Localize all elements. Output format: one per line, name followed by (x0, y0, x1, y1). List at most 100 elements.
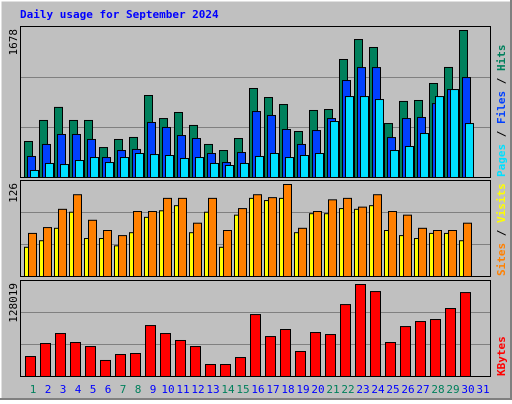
bar (223, 230, 232, 277)
bar (88, 219, 97, 277)
bar (358, 206, 367, 277)
bar (205, 363, 216, 378)
bar (180, 157, 189, 178)
bar (195, 157, 204, 178)
bar (315, 152, 324, 179)
bar (150, 154, 159, 178)
bar (175, 339, 186, 378)
x-tick-label: 2 (45, 383, 52, 396)
bar (385, 342, 396, 378)
bar (330, 121, 339, 178)
bar (130, 353, 141, 378)
bar (105, 162, 114, 179)
x-tick-label: 21 (326, 383, 339, 396)
bar (115, 354, 126, 378)
legend: KBytes (495, 336, 508, 376)
bar (148, 211, 157, 277)
bar (133, 211, 142, 277)
x-tick-label: 20 (311, 383, 324, 396)
bar (403, 214, 412, 278)
legend-separator: / (495, 124, 508, 144)
bar (220, 363, 231, 378)
bar (75, 160, 84, 178)
x-tick-label: 6 (105, 383, 112, 396)
chart-title: Daily usage for September 2024 (20, 8, 219, 21)
bar (135, 152, 144, 179)
x-tick-label: 4 (75, 383, 82, 396)
bar (40, 343, 51, 378)
x-tick-label: 25 (386, 383, 399, 396)
bar (420, 133, 429, 178)
bar (100, 359, 111, 377)
bar (60, 164, 69, 178)
bar (360, 96, 369, 178)
bar (225, 164, 234, 179)
x-tick-label: 10 (161, 383, 174, 396)
x-tick-label: 7 (120, 383, 127, 396)
bar (450, 89, 459, 178)
bar (43, 227, 52, 277)
legend-entry: Pages (495, 144, 508, 177)
bar (85, 346, 96, 377)
bar (28, 232, 37, 278)
bar (390, 150, 399, 179)
bar (45, 162, 54, 178)
bar (325, 334, 336, 377)
legend: Sites / Visits (495, 183, 508, 276)
legend-separator: / (495, 71, 508, 91)
bar (178, 197, 187, 277)
legend: Pages / Files / Hits (495, 45, 508, 178)
bar (73, 194, 82, 278)
bar (433, 230, 442, 277)
bar (190, 346, 201, 377)
x-tick-label: 14 (221, 383, 235, 396)
bar (445, 308, 456, 377)
legend-entry: Hits (495, 45, 508, 72)
legend-entry: Visits (495, 183, 508, 223)
x-tick-label: 3 (60, 383, 67, 396)
legend-entry: KBytes (495, 336, 508, 376)
bar (253, 194, 262, 278)
x-tick-label: 18 (281, 383, 294, 396)
bar (265, 336, 276, 377)
legend-entry: Sites (495, 243, 508, 276)
bar (280, 329, 291, 378)
x-tick-label: 13 (206, 383, 219, 396)
bar (295, 350, 306, 377)
x-tick-label: 29 (446, 383, 459, 396)
x-tick-label: 15 (236, 383, 249, 396)
bar (463, 222, 472, 277)
x-tick-label: 31 (476, 383, 489, 396)
bar (240, 162, 249, 178)
x-tick-label: 17 (266, 383, 279, 396)
y-max-label: 126 (7, 183, 20, 203)
x-tick-label: 12 (191, 383, 204, 396)
x-tick-label: 23 (356, 383, 369, 396)
bar (235, 357, 246, 377)
bar (375, 99, 384, 178)
x-tick-label: 24 (371, 383, 385, 396)
bar (340, 304, 351, 378)
bar (285, 157, 294, 178)
y-max-label: 1678 (7, 29, 20, 56)
bar (208, 197, 217, 277)
bar (250, 314, 261, 378)
bar (373, 194, 382, 278)
y-max-label: 128019 (7, 283, 20, 323)
bar (268, 197, 277, 277)
bar (465, 123, 474, 179)
legend-entry: Files (495, 91, 508, 124)
legend-separator: / (495, 223, 508, 243)
x-tick-label: 19 (296, 383, 309, 396)
bar (435, 96, 444, 178)
x-tick-label: 5 (90, 383, 97, 396)
x-tick-label: 28 (431, 383, 444, 396)
x-tick-label: 9 (150, 383, 157, 396)
bar (270, 152, 279, 179)
bar (300, 155, 309, 178)
bar (388, 211, 397, 277)
bar (328, 199, 337, 277)
bar (343, 197, 352, 277)
bar (58, 208, 67, 277)
